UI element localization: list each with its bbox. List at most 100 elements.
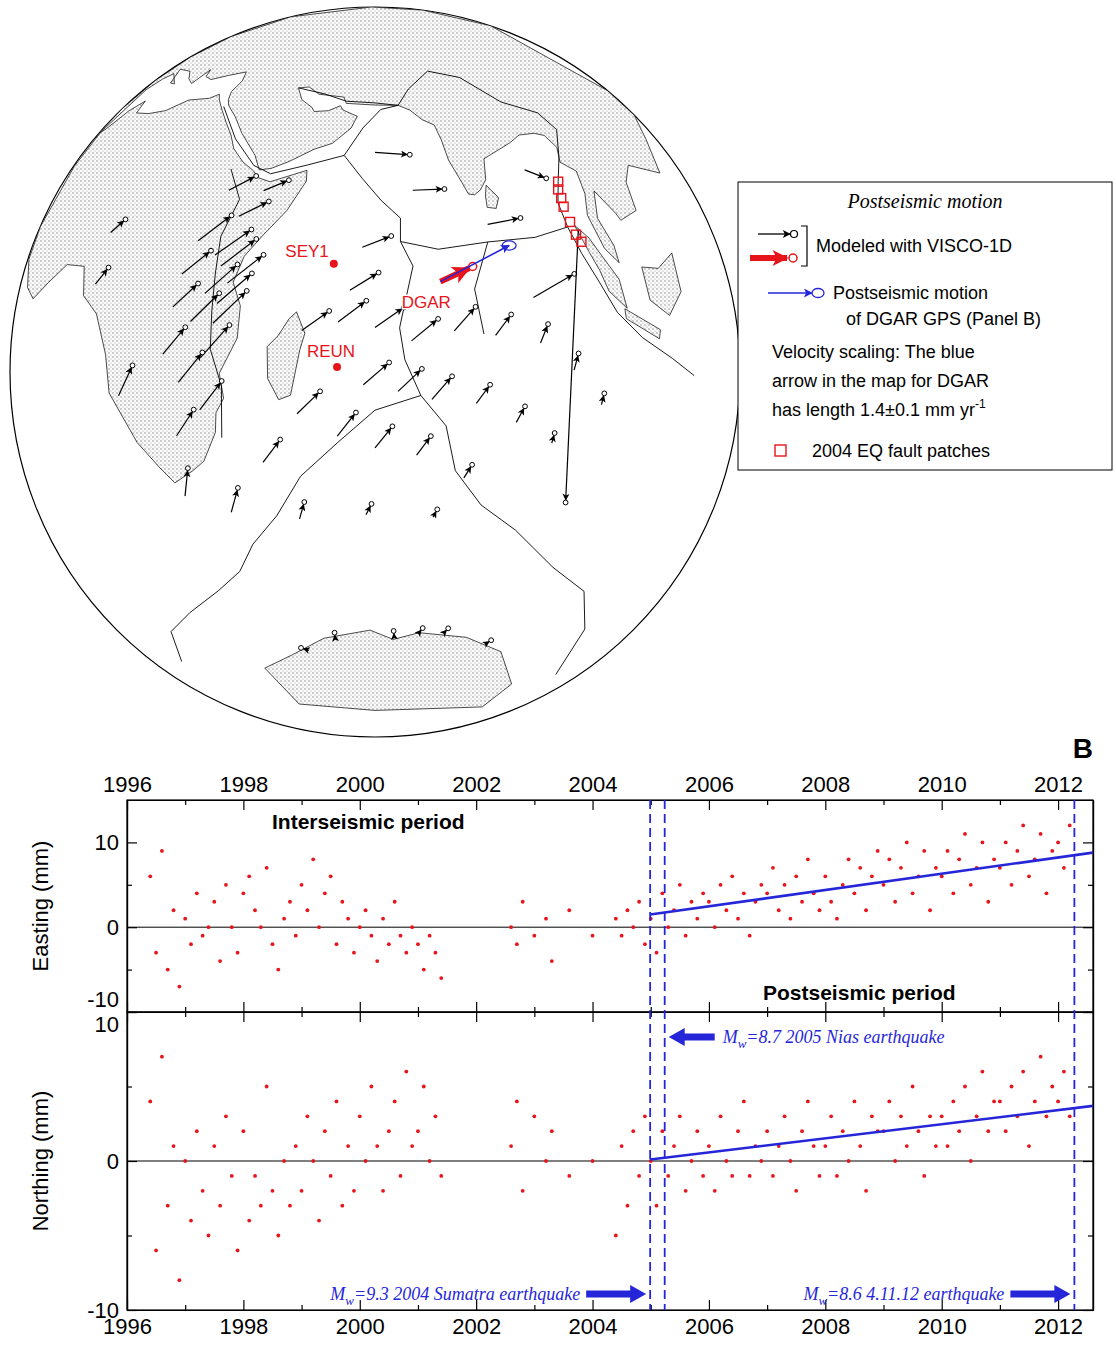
tick-label: 2010: [918, 1314, 967, 1339]
plate-boundary: [398, 71, 557, 129]
data-point: [305, 1114, 309, 1118]
data-point: [253, 908, 257, 912]
data-point: [532, 1114, 536, 1118]
plate-boundary: [210, 169, 239, 438]
data-point: [905, 841, 909, 845]
data-point: [288, 900, 292, 904]
data-point: [381, 1189, 385, 1193]
data-point: [201, 934, 205, 938]
model-arrow-tip: [390, 424, 395, 429]
tick: [1083, 1161, 1093, 1162]
data-point: [946, 849, 950, 853]
model-arrow: [433, 512, 436, 518]
tick-mark: [418, 1305, 419, 1310]
coastline: [574, 225, 627, 308]
data-point: [1062, 1070, 1066, 1074]
data-point: [177, 985, 181, 989]
model-arrow-tip: [266, 199, 271, 204]
annotation: Interseismic period: [272, 810, 465, 833]
panel-label: B: [1073, 733, 1093, 764]
data-point: [829, 900, 833, 904]
tick: [1000, 1012, 1001, 1017]
event-label-symbol: M: [329, 1284, 346, 1304]
data-point: [637, 900, 641, 904]
model-arrow-tip: [235, 485, 240, 490]
data-point: [370, 1085, 374, 1089]
tick-label: 2006: [685, 772, 734, 797]
data-point: [678, 883, 682, 887]
model-arrow: [476, 387, 488, 404]
data-point: [1027, 1144, 1031, 1148]
data-point: [643, 942, 647, 946]
tick: [418, 1012, 419, 1017]
model-arrow-tip: [376, 270, 381, 275]
fault-patch: [577, 237, 586, 246]
model-arrow-tip: [196, 281, 201, 286]
data-point: [736, 917, 740, 921]
data-point: [311, 1159, 315, 1163]
tick-mark: [709, 1012, 710, 1022]
tick-mark: [942, 1012, 943, 1022]
tick-mark: [185, 800, 186, 805]
model-arrow-tip: [602, 391, 607, 396]
key-scaling-exponent: -1: [975, 397, 986, 411]
model-arrow: [198, 217, 229, 241]
tick-mark: [883, 1007, 884, 1012]
data-point: [1010, 1085, 1014, 1089]
model-arrow-tip: [185, 466, 190, 471]
data-point: [352, 1189, 356, 1193]
data-point: [975, 1114, 979, 1118]
data-point: [370, 934, 374, 938]
y-axis: -10010: [87, 801, 137, 1013]
tick-mark: [127, 1161, 137, 1162]
data-point: [567, 908, 571, 912]
events: Mw=9.3 2004 Sumatra earthquakeMw=8.7 200…: [329, 800, 1074, 1310]
data-point: [346, 917, 350, 921]
axis-line: [128, 1310, 1094, 1311]
model-arrow: [485, 642, 489, 644]
data-point: [887, 857, 891, 861]
model-arrow-tip: [420, 626, 425, 631]
data-point: [387, 942, 391, 946]
data-point: [951, 1100, 955, 1104]
data-point: [748, 934, 752, 938]
event-arrow: [669, 1028, 715, 1046]
key-scaling-line: Velocity scaling: The blue: [772, 342, 975, 362]
data-point: [719, 883, 723, 887]
tick: 2002: [452, 772, 501, 810]
tick-mark: [243, 800, 244, 810]
data-point: [434, 951, 438, 955]
model-arrow: [366, 506, 370, 515]
data-point: [928, 908, 932, 912]
data-point: [195, 1129, 199, 1133]
tick: [418, 1305, 419, 1310]
key-scaling-line: has length 1.4±0.1 mm yr-1: [772, 397, 986, 420]
model-arrow: [375, 428, 391, 448]
data-point: [742, 1100, 746, 1104]
data-point: [707, 900, 711, 904]
axis-line: [128, 1310, 1094, 1311]
model-arrow-tip: [387, 360, 392, 365]
tick-mark: [1088, 1235, 1093, 1236]
data-point: [818, 1174, 822, 1178]
data-point: [893, 1159, 897, 1163]
plate-boundary: [421, 395, 585, 674]
key-scaling-text: arrow in the map for DGAR: [772, 371, 989, 391]
model-arrow: [375, 309, 402, 328]
tick: [185, 1007, 186, 1012]
tick: [884, 800, 885, 805]
data-point: [631, 1129, 635, 1133]
event-label-text: =8.6 4.11.12 earthquake: [827, 1284, 1004, 1304]
plate-boundary: [400, 227, 567, 249]
data-point: [183, 917, 187, 921]
tick-mark: [185, 1305, 186, 1310]
model-arrow-tip: [299, 645, 304, 650]
tick-mark: [301, 1007, 302, 1012]
model-arrow-tip: [227, 323, 232, 328]
data-point: [922, 849, 926, 853]
fault-patch: [566, 217, 575, 226]
data-point: [911, 1085, 915, 1089]
data-point: [713, 1189, 717, 1193]
model-arrow: [200, 383, 220, 410]
plot-frame: [127, 1012, 1093, 1310]
